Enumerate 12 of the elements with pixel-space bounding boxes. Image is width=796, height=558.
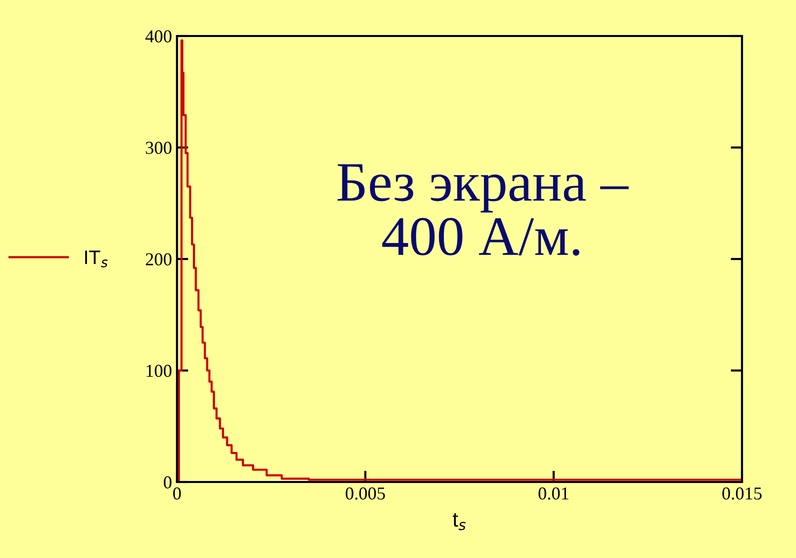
y-tick-label: 0 — [164, 476, 172, 488]
x-tick-label: 0.01 — [538, 487, 568, 500]
x-tick-label: 0.015 — [722, 487, 762, 500]
y-tick-label: 200 — [146, 253, 172, 266]
y-tick-label: 300 — [146, 142, 172, 154]
legend-label: IT$_{s}$ — [85, 250, 108, 268]
y-tick-label: 100 — [146, 364, 172, 377]
x-axis-title: t$_{s}$ — [452, 513, 466, 530]
x-tick-label: 0 — [173, 487, 181, 500]
x-tick-label: 0.005 — [346, 487, 385, 500]
y-tick-label: 400 — [145, 30, 172, 42]
annotation: Без экрана – 400 А/м. — [337, 164, 629, 256]
